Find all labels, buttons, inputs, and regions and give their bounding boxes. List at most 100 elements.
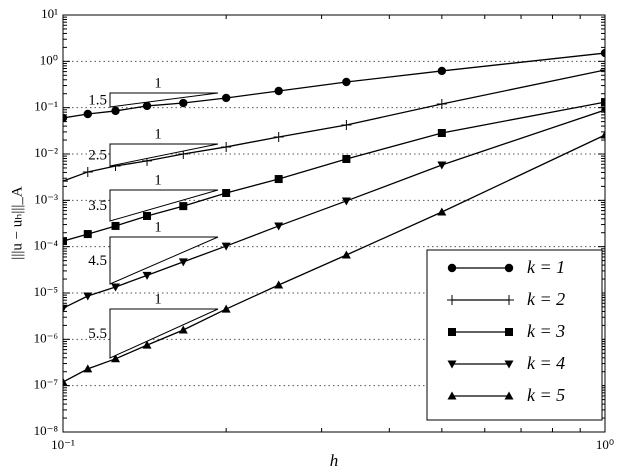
slope-triangle — [109, 236, 219, 285]
legend-label: k = 2 — [527, 289, 565, 309]
marker — [274, 86, 283, 96]
marker — [142, 101, 152, 111]
y-tick-label: 10⁻³ — [34, 191, 58, 206]
marker — [143, 211, 152, 220]
slope-triangle — [109, 189, 219, 222]
y-tick-label: 10⁻⁶ — [34, 330, 58, 345]
marker — [437, 66, 447, 76]
y-tick-label: 10⁻⁴ — [34, 238, 59, 253]
slope-rise: 4.5 — [88, 253, 107, 269]
marker — [82, 166, 93, 177]
marker — [601, 98, 605, 107]
marker — [178, 325, 188, 334]
marker — [142, 271, 152, 280]
x-tick-label: 10⁻¹ — [51, 437, 75, 452]
marker — [83, 109, 92, 119]
y-tick-label: 10⁻¹ — [34, 99, 58, 114]
marker — [447, 391, 457, 400]
marker — [448, 328, 456, 336]
marker — [447, 295, 457, 305]
y-tick-label: 10⁻⁸ — [34, 423, 59, 438]
marker — [111, 283, 121, 292]
slope-triangle — [109, 143, 219, 167]
legend-label: k = 4 — [527, 353, 565, 373]
marker — [342, 77, 351, 87]
marker — [142, 340, 152, 349]
slope-run: 1 — [154, 172, 162, 188]
marker — [504, 360, 514, 369]
marker — [111, 106, 120, 116]
marker — [63, 377, 68, 386]
legend-label: k = 3 — [527, 321, 565, 341]
slope-rise: 2.5 — [88, 147, 107, 163]
marker — [221, 304, 231, 313]
marker — [222, 188, 231, 197]
marker — [600, 130, 605, 139]
marker — [273, 131, 284, 142]
series-line — [63, 101, 605, 242]
y-tick-label: 10⁰ — [40, 52, 58, 67]
series-line — [63, 109, 605, 309]
y-tick-label: 10⁻² — [34, 145, 58, 160]
y-tick-label: 10⁻⁵ — [34, 284, 58, 299]
marker — [437, 207, 447, 216]
slope-rise: 5.5 — [88, 326, 107, 342]
x-tick-label: 10⁰ — [596, 437, 614, 452]
marker — [600, 106, 605, 115]
marker — [505, 328, 513, 336]
marker — [274, 222, 284, 231]
y-tick-label: 10⁻⁷ — [34, 377, 58, 392]
marker — [436, 98, 447, 109]
marker — [221, 242, 231, 251]
slope-run: 1 — [154, 219, 162, 235]
series-line — [63, 69, 605, 182]
legend-box — [426, 249, 603, 421]
marker — [63, 113, 68, 123]
marker — [274, 175, 283, 184]
marker — [341, 250, 351, 259]
plot-area — [63, 48, 605, 386]
slope-triangle — [109, 92, 219, 108]
marker — [504, 263, 514, 273]
marker — [504, 295, 514, 305]
marker — [111, 354, 121, 363]
marker — [63, 304, 68, 313]
slope-run: 1 — [154, 75, 162, 91]
x-axis-label: h — [330, 451, 339, 470]
series-line — [63, 52, 605, 119]
marker — [83, 292, 93, 301]
marker — [63, 237, 67, 246]
marker — [504, 391, 514, 400]
legend-label: k = 1 — [527, 257, 565, 277]
legend-label: k = 5 — [527, 385, 565, 405]
slope-rise: 3.5 — [88, 198, 107, 214]
marker — [83, 230, 92, 239]
slope-run: 1 — [154, 126, 162, 142]
slope-run: 1 — [154, 291, 162, 307]
marker — [447, 263, 457, 273]
y-axis-label: |||u − uₕ|||_A — [9, 186, 25, 260]
marker — [179, 98, 188, 108]
series-line — [63, 134, 605, 383]
marker — [274, 280, 284, 289]
marker — [341, 119, 352, 130]
slope-rise: 1.5 — [88, 92, 107, 108]
slope-triangle — [109, 308, 219, 359]
marker — [437, 161, 447, 170]
marker — [178, 258, 188, 267]
plot-frame — [62, 14, 606, 433]
marker — [600, 65, 605, 76]
marker — [221, 141, 232, 152]
marker — [63, 176, 68, 187]
marker — [111, 221, 120, 230]
marker — [179, 202, 188, 211]
marker — [600, 48, 605, 58]
marker — [437, 128, 446, 137]
marker — [341, 197, 351, 206]
marker — [447, 360, 457, 369]
marker — [83, 364, 93, 373]
marker — [342, 154, 351, 163]
marker — [221, 93, 231, 103]
y-tick-label: 10¹ — [41, 6, 58, 21]
